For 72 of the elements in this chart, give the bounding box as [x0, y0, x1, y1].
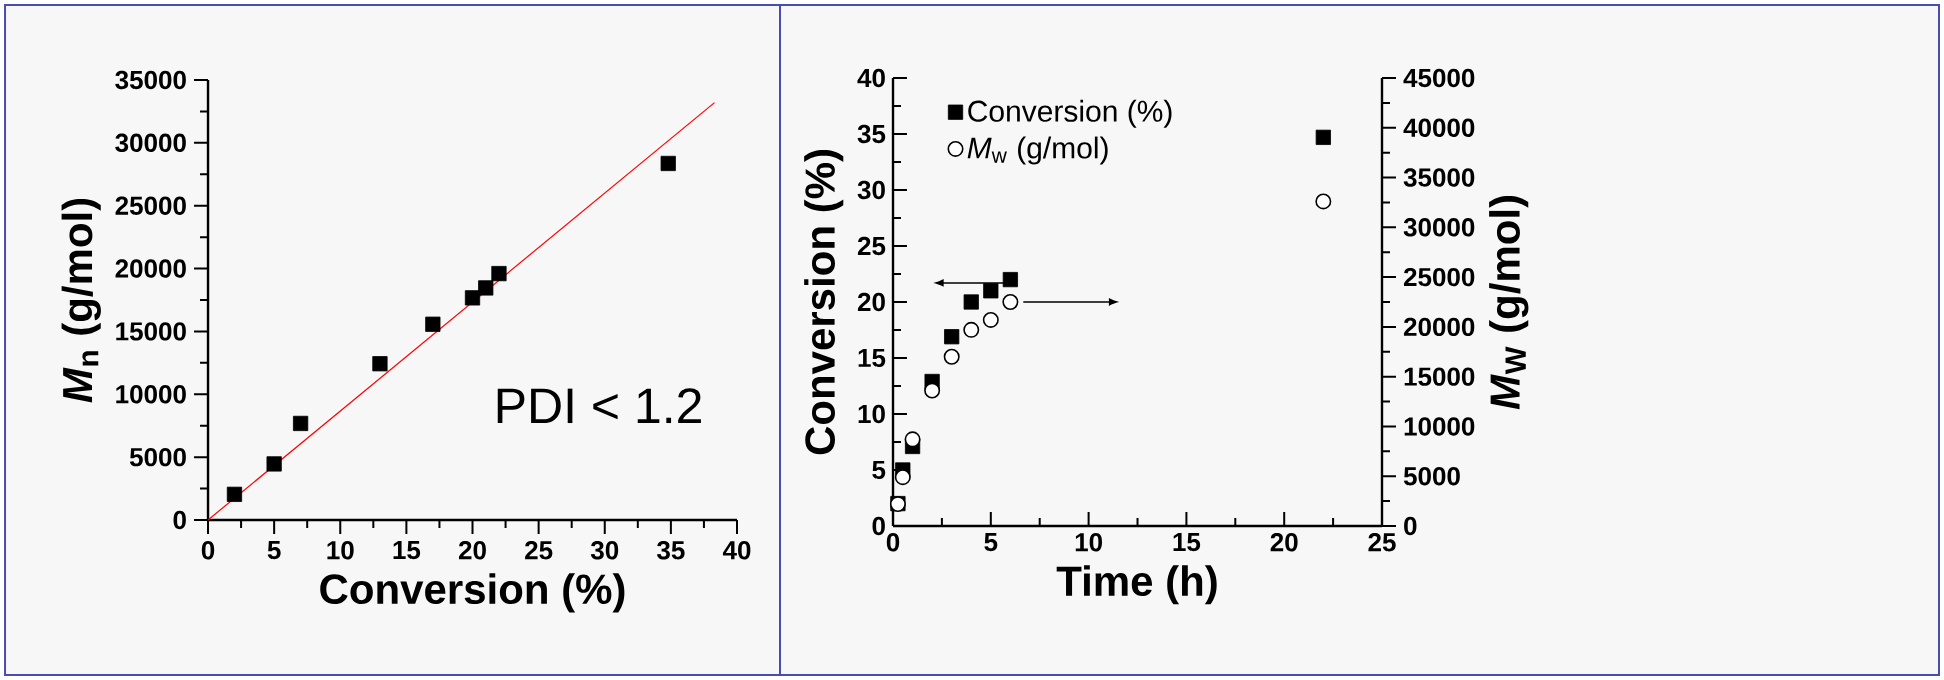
y-tick-label: 10 [858, 404, 885, 424]
x-tick-label: 20 [1270, 533, 1298, 552]
x-tick-label: 40 [722, 541, 751, 560]
y2-tick-label: 0 [1404, 516, 1417, 536]
y-tick-label: 30 [857, 180, 885, 200]
y-tick-label: 35 [857, 124, 886, 144]
x-tick-label: 30 [590, 541, 619, 560]
y-tick-label: 30000 [115, 133, 186, 153]
annotation: PDI < 1.2 [497, 388, 701, 424]
y2-tick-label: 20000 [1403, 317, 1475, 337]
point [963, 321, 980, 338]
point [904, 431, 921, 448]
y-tick-label: 0 [872, 516, 885, 536]
x-tick-label: 5 [267, 541, 281, 560]
y-tick-label: 5000 [129, 447, 186, 467]
y2-tick-label: 10000 [1404, 417, 1475, 436]
point [1315, 193, 1332, 210]
x-tick-label: 10 [327, 541, 354, 560]
y-tick-label: 15000 [116, 322, 186, 341]
y-tick-label: 25 [857, 236, 886, 256]
y2-tick-label: 35000 [1403, 168, 1475, 187]
x-tick-label: 15 [1173, 533, 1201, 552]
y2-tick-label: 40000 [1403, 118, 1475, 137]
y2-tick-label: 15000 [1404, 367, 1475, 386]
y-tick-label: 10000 [116, 385, 186, 404]
y-tick-label: 5 [872, 460, 886, 480]
x-tick-label: 35 [657, 541, 685, 560]
x-tick-label: 0 [201, 541, 215, 560]
point [944, 329, 960, 345]
y-tick-label: 35000 [115, 70, 186, 90]
point [478, 280, 494, 296]
legend-label: Conversion (%) [968, 99, 1172, 128]
point [491, 265, 507, 282]
point [1315, 129, 1331, 145]
legend-label: M$_{w}$ (g/mol) [967, 136, 1108, 165]
x-tick-label: 15 [393, 541, 421, 560]
x-axis-title: Conversion (%) [320, 573, 625, 613]
y-tick-label: 20000 [115, 259, 186, 278]
y-tick-label: 20 [857, 292, 885, 312]
x-tick-label: 10 [1075, 533, 1102, 552]
point [983, 283, 999, 299]
point [660, 155, 676, 172]
point [924, 382, 941, 399]
y2-axis-title: M$_{W}$ (g/mol) [1489, 196, 1529, 410]
point [226, 486, 243, 502]
x-tick-label: 0 [886, 533, 900, 552]
x-axis-title: Time (h) [1056, 565, 1217, 605]
x-tick-label: 25 [525, 541, 553, 560]
point [982, 311, 999, 328]
y-axis-title: M$_{n}$ (g/mol) [61, 198, 101, 403]
y-tick-label: 15 [858, 348, 886, 368]
y2-tick-label: 5000 [1403, 467, 1460, 486]
y2-tick-label: 30000 [1403, 218, 1475, 237]
point [292, 415, 309, 432]
point [943, 348, 960, 365]
y2-tick-label: 25000 [1403, 267, 1475, 287]
y-axis-title: Conversion (%) [804, 150, 844, 455]
y2-tick-label: 45000 [1403, 68, 1475, 88]
y-tick-label: 0 [173, 510, 186, 530]
x-tick-label: 25 [1368, 533, 1396, 552]
x-tick-label: 20 [458, 541, 486, 560]
point [1002, 293, 1019, 310]
point [266, 456, 282, 472]
point [1002, 271, 1018, 288]
point [425, 316, 441, 332]
point [963, 294, 979, 310]
y-tick-label: 25000 [115, 196, 186, 215]
point [894, 469, 911, 486]
x-tick-label: 5 [984, 533, 998, 552]
y-tick-label: 40 [857, 68, 885, 88]
point [464, 290, 481, 306]
point [372, 356, 388, 372]
